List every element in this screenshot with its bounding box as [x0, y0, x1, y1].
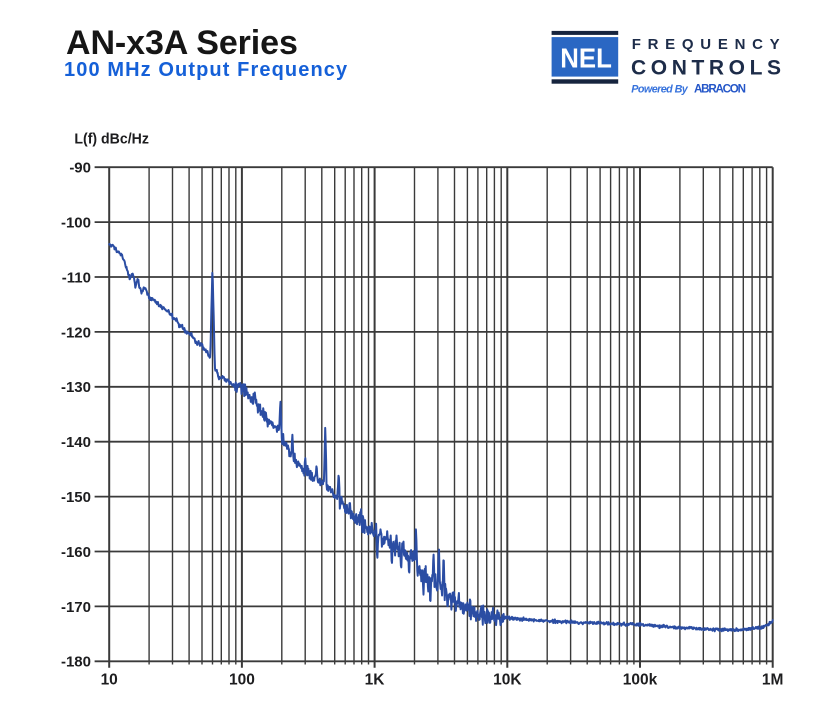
svg-text:NEL: NEL [560, 42, 612, 73]
svg-text:-100: -100 [61, 215, 91, 232]
svg-text:100k: 100k [623, 672, 658, 689]
svg-text:-160: -160 [61, 544, 91, 561]
svg-text:-150: -150 [61, 489, 91, 506]
svg-text:FREQUENCY: FREQUENCY [632, 36, 780, 53]
svg-text:-180: -180 [61, 654, 91, 671]
svg-text:L(f) dBc/Hz: L(f) dBc/Hz [74, 131, 148, 148]
svg-text:10: 10 [101, 672, 118, 689]
svg-text:-140: -140 [61, 434, 91, 451]
svg-text:100: 100 [229, 672, 255, 689]
svg-text:Powered By: Powered By [631, 84, 688, 96]
svg-text:10K: 10K [493, 672, 522, 689]
svg-text:-130: -130 [61, 379, 91, 396]
svg-text:ABRACON: ABRACON [694, 83, 746, 96]
svg-text:-110: -110 [62, 269, 91, 286]
svg-text:1K: 1K [365, 672, 386, 689]
svg-text:-170: -170 [61, 599, 91, 616]
svg-text:-90: -90 [69, 160, 91, 177]
svg-text:1M: 1M [762, 672, 784, 689]
svg-text:CONTROLS: CONTROLS [631, 57, 781, 80]
svg-text:-120: -120 [61, 324, 91, 341]
